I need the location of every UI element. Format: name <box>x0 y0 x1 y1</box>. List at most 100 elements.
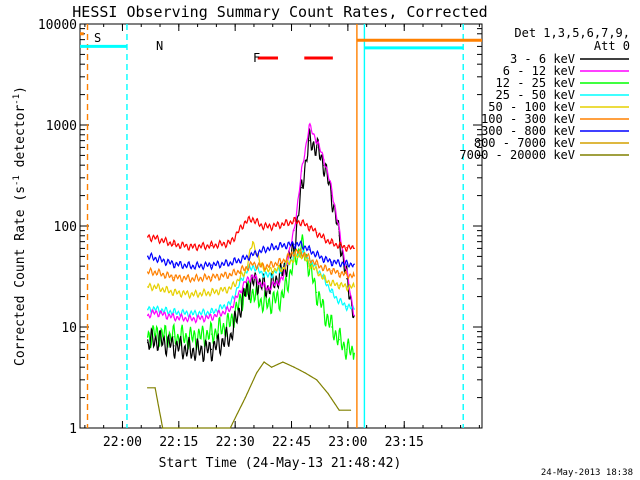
series-line-1 <box>147 122 355 324</box>
series-3-point-18 <box>346 305 348 307</box>
series-1-point-6 <box>244 281 246 283</box>
series-1-point-4 <box>210 316 213 318</box>
series-line-3 <box>147 249 355 319</box>
series-9-point-0 <box>147 236 149 238</box>
series-9-point-2 <box>173 243 175 245</box>
series-4-point-0 <box>147 286 149 288</box>
series-6-point-12 <box>301 244 303 246</box>
y-tick-label-1: 10 <box>61 321 77 336</box>
series-4-point-7 <box>252 241 254 243</box>
legend-label-7: 800 - 7000 keV <box>474 136 575 150</box>
series-4-point-9 <box>267 270 269 272</box>
y-axis: 1 10 100 1000 10000 <box>38 18 482 437</box>
series-9-point-4 <box>210 245 213 247</box>
series-1-point-12 <box>301 170 303 172</box>
series-2-point-4 <box>210 333 213 335</box>
series-5-point-9 <box>267 265 269 267</box>
series-8-point-3 <box>192 427 194 429</box>
series-6-point-14 <box>316 254 318 256</box>
series-5-point-16 <box>331 270 333 272</box>
series-8-point-15 <box>349 409 352 411</box>
series-2-point-9 <box>267 303 269 305</box>
legend-label-3: 25 - 50 keV <box>496 88 575 102</box>
series-2-point-15 <box>323 311 325 313</box>
series-4-point-16 <box>331 282 333 284</box>
series-4-point-10 <box>282 267 284 269</box>
series-9-point-16 <box>331 242 333 244</box>
series-2-point-8 <box>259 300 261 302</box>
series-5-point-15 <box>323 267 325 269</box>
series-5-point-11 <box>293 251 295 253</box>
x-axis: 22:00 22:15 22:30 22:45 23:00 23:15 <box>84 24 480 450</box>
series-3-point-2 <box>173 311 175 313</box>
series-5-point-5 <box>229 274 231 276</box>
annotation-s: S <box>94 31 101 45</box>
series-0-point-2 <box>173 345 175 347</box>
series-5-point-13 <box>308 257 310 259</box>
series-5-point-18 <box>346 274 348 276</box>
series-6-point-6 <box>244 257 246 259</box>
series-4-point-5 <box>229 288 231 290</box>
series-1-point-0 <box>147 314 149 317</box>
series-2-point-0 <box>147 336 149 338</box>
series-line-9 <box>147 215 355 252</box>
series-8-point-6 <box>256 372 258 374</box>
series-line-4 <box>147 240 355 300</box>
series-1-point-16 <box>331 188 333 191</box>
series-4-point-11 <box>293 257 295 259</box>
chart-title: HESSI Observing Summary Count Rates, Cor… <box>72 3 487 21</box>
series-5-point-6 <box>244 267 246 269</box>
series-9-point-19 <box>353 247 355 249</box>
series-3-point-0 <box>147 308 149 310</box>
series-0-point-10 <box>282 271 284 273</box>
series-8-point-11 <box>304 372 306 374</box>
series-2-point-17 <box>338 339 340 341</box>
legend-label-2: 12 - 25 keV <box>496 76 575 90</box>
series-line-5 <box>147 248 355 284</box>
annotation-f: F <box>253 51 260 65</box>
legend-label-0: 3 - 6 keV <box>510 52 575 66</box>
series-1-point-13 <box>308 125 310 127</box>
series-lines <box>147 122 355 429</box>
legend-label-8: 7000 - 20000 keV <box>459 148 575 162</box>
series-4-point-6 <box>244 271 246 273</box>
series-0-point-3 <box>192 350 194 352</box>
status-markers <box>80 24 482 428</box>
series-0-point-7 <box>252 281 254 283</box>
series-1-point-7 <box>252 275 254 277</box>
y-tick-label-2: 100 <box>54 220 77 235</box>
series-6-point-7 <box>252 254 254 256</box>
series-1-point-19 <box>353 314 355 317</box>
series-0-point-13 <box>308 140 310 142</box>
series-0-point-17 <box>338 235 340 237</box>
series-8-point-0 <box>147 387 149 389</box>
series-1-point-9 <box>267 288 269 290</box>
series-8-point-14 <box>338 409 340 411</box>
y-tick-label-0: 1 <box>69 422 77 437</box>
legend-label-1: 6 - 12 keV <box>503 64 575 78</box>
series-3-point-4 <box>210 311 213 313</box>
series-0-point-5 <box>229 336 231 338</box>
series-9-point-11 <box>293 220 295 222</box>
series-3-point-16 <box>331 291 333 293</box>
series-3-point-19 <box>353 308 355 310</box>
x-tick-label-5: 23:15 <box>385 435 424 450</box>
series-4-point-18 <box>346 286 348 288</box>
series-8-point-2 <box>162 427 164 429</box>
series-5-point-19 <box>353 275 355 277</box>
footer-date: 24-May-2013 18:38 <box>541 468 633 478</box>
series-1-point-11 <box>293 230 295 232</box>
series-8-point-4 <box>229 427 231 429</box>
series-0-point-12 <box>301 187 303 189</box>
series-3-point-8 <box>259 271 261 273</box>
series-1-point-14 <box>316 140 318 142</box>
series-8-point-13 <box>327 392 329 394</box>
series-5-point-12 <box>301 251 303 253</box>
series-6-point-8 <box>259 250 261 252</box>
series-0-point-18 <box>346 278 348 280</box>
series-5-point-17 <box>338 272 340 274</box>
series-9-point-10 <box>282 223 284 225</box>
series-9-point-17 <box>338 245 340 247</box>
y-tick-label-3: 1000 <box>46 119 77 134</box>
